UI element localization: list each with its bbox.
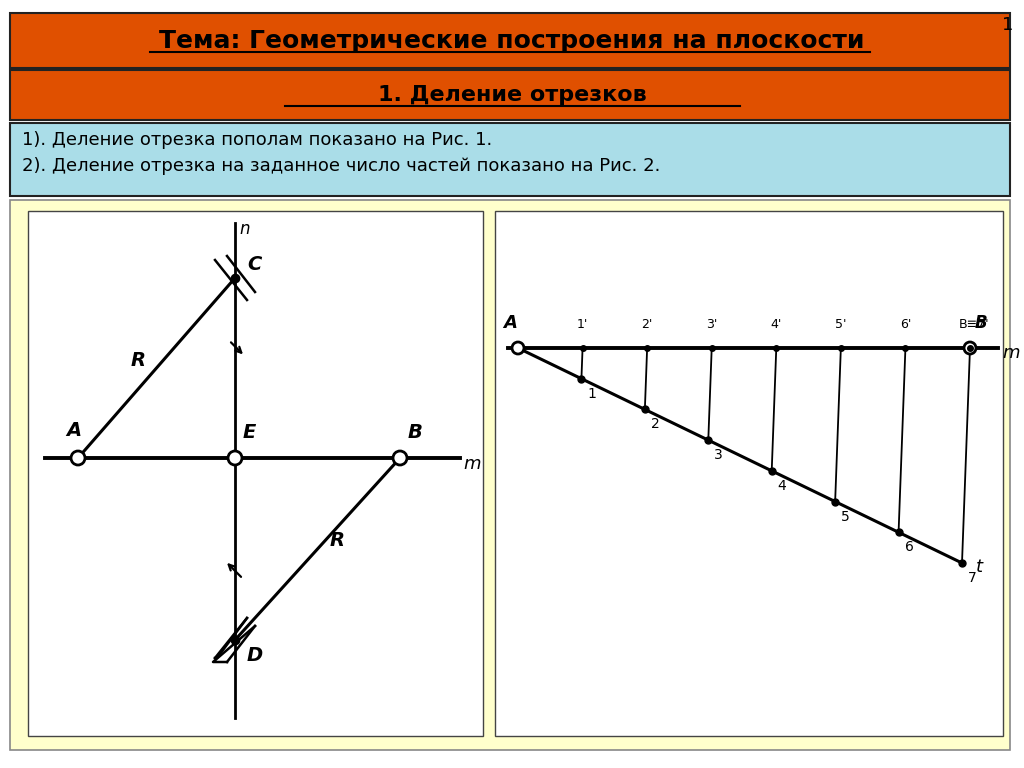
Text: A: A <box>503 314 517 332</box>
Text: 5': 5' <box>836 318 847 331</box>
Text: 1). Деление отрезка пополам показано на Рис. 1.: 1). Деление отрезка пополам показано на … <box>22 131 493 149</box>
Text: 1. Деление отрезков: 1. Деление отрезков <box>378 85 646 105</box>
Text: n: n <box>239 220 250 238</box>
Text: 6: 6 <box>904 540 913 554</box>
Circle shape <box>393 451 407 465</box>
FancyBboxPatch shape <box>28 211 483 736</box>
Text: D: D <box>247 646 263 665</box>
FancyBboxPatch shape <box>10 13 1010 68</box>
Text: 3: 3 <box>715 449 723 462</box>
Text: t: t <box>976 558 983 576</box>
Text: 7: 7 <box>968 571 977 585</box>
Text: 4': 4' <box>771 318 782 331</box>
Circle shape <box>512 342 524 354</box>
Text: 1: 1 <box>588 387 596 401</box>
FancyBboxPatch shape <box>10 70 1010 120</box>
Text: C: C <box>247 255 261 274</box>
Text: B: B <box>408 423 423 442</box>
FancyBboxPatch shape <box>10 200 1010 750</box>
FancyBboxPatch shape <box>495 211 1002 736</box>
Text: R: R <box>330 531 345 551</box>
Text: A: A <box>67 421 82 440</box>
Text: 2). Деление отрезка на заданное число частей показано на Рис. 2.: 2). Деление отрезка на заданное число ча… <box>22 157 660 175</box>
Text: Тема: Геометрические построения на плоскости: Тема: Геометрические построения на плоск… <box>160 29 864 53</box>
Text: E: E <box>243 423 256 442</box>
Text: 2': 2' <box>641 318 653 331</box>
Text: m: m <box>463 455 480 473</box>
Text: 5: 5 <box>841 510 850 524</box>
Text: R: R <box>131 350 146 369</box>
Text: 3': 3' <box>706 318 718 331</box>
Text: 1: 1 <box>1002 16 1014 34</box>
Text: 2: 2 <box>651 418 659 432</box>
Text: B: B <box>975 314 987 332</box>
Text: B≡7': B≡7' <box>958 318 989 331</box>
Circle shape <box>228 451 242 465</box>
Circle shape <box>964 342 976 354</box>
Text: 6': 6' <box>900 318 911 331</box>
FancyBboxPatch shape <box>10 123 1010 196</box>
Text: 1': 1' <box>577 318 588 331</box>
Circle shape <box>71 451 85 465</box>
Text: 4: 4 <box>777 479 786 493</box>
Text: m: m <box>1002 344 1020 362</box>
